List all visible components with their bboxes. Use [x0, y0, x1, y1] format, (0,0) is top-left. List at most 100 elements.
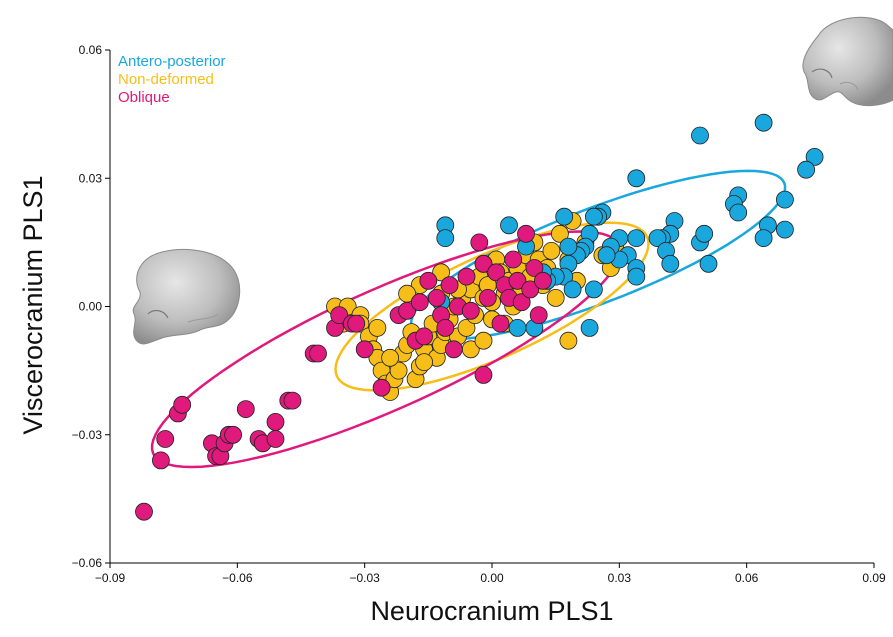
data-point — [648, 229, 667, 248]
data-point — [559, 237, 578, 256]
data-point — [436, 318, 455, 337]
data-point — [309, 344, 327, 363]
data-point — [415, 353, 434, 372]
data-point — [444, 340, 463, 359]
data-point — [457, 318, 476, 337]
data-point — [661, 254, 680, 273]
data-point — [368, 318, 387, 337]
data-point — [691, 126, 709, 145]
data-point — [627, 267, 646, 286]
data-point — [627, 229, 646, 248]
data-point — [534, 271, 552, 290]
data-point — [440, 276, 459, 295]
data-point — [173, 395, 192, 414]
y-tick-label: −0.03 — [72, 428, 103, 442]
data-point — [410, 293, 429, 312]
data-point — [500, 216, 518, 235]
data-point — [389, 361, 408, 380]
y-tick-label: 0.03 — [79, 171, 103, 185]
data-point — [754, 113, 773, 132]
x-tick-label: 0.03 — [608, 571, 632, 585]
x-tick-label: 0.09 — [862, 571, 886, 585]
data-point — [415, 327, 434, 346]
data-point — [330, 306, 349, 325]
data-point — [504, 250, 523, 269]
y-axis-ticks: −0.06 −0.03 0.00 0.03 0.06 — [72, 43, 110, 570]
data-point — [555, 207, 574, 226]
y-tick-label: 0.00 — [79, 300, 103, 314]
data-point — [580, 318, 599, 337]
data-point — [266, 430, 285, 448]
data-point — [156, 430, 175, 448]
data-point — [419, 271, 438, 290]
data-point — [474, 331, 493, 350]
data-point — [436, 229, 455, 248]
data-point — [135, 502, 153, 521]
skull-illustration-right — [802, 16, 893, 107]
x-tick-label: −0.09 — [95, 571, 126, 585]
data-point — [776, 190, 794, 209]
data-point — [508, 318, 527, 337]
data-point — [508, 271, 527, 290]
x-tick-label: −0.06 — [222, 571, 253, 585]
data-point — [729, 203, 748, 222]
y-tick-label: −0.06 — [72, 556, 103, 570]
plot-area — [135, 113, 824, 521]
x-axis-ticks: −0.09 −0.06 −0.03 0.00 0.03 0.06 0.09 — [95, 563, 886, 585]
data-point — [585, 280, 603, 299]
data-point — [478, 288, 497, 307]
data-point — [512, 293, 531, 312]
data-point — [381, 348, 400, 367]
data-point — [597, 246, 616, 265]
data-point — [585, 207, 603, 226]
data-point — [546, 288, 565, 307]
data-point — [491, 314, 510, 333]
data-point — [525, 259, 544, 277]
x-tick-label: 0.06 — [735, 571, 759, 585]
data-point — [563, 280, 582, 299]
legend-entry: Antero-posterior — [118, 53, 226, 70]
data-point — [355, 340, 374, 359]
data-point — [474, 254, 493, 273]
data-point — [457, 267, 476, 286]
data-point — [474, 365, 493, 384]
data-point — [347, 314, 366, 333]
data-point — [151, 451, 170, 470]
data-point — [695, 224, 714, 243]
y-axis-title: Viscerocranium PLS1 — [18, 175, 48, 434]
data-point — [470, 233, 489, 252]
data-point — [266, 412, 285, 431]
data-point — [432, 263, 451, 282]
data-point — [521, 280, 540, 299]
data-point — [224, 425, 243, 444]
data-point — [461, 301, 480, 320]
data-point — [487, 263, 506, 282]
data-point — [529, 306, 548, 325]
data-point — [372, 378, 391, 397]
skull-illustration-left — [132, 248, 241, 345]
data-point — [427, 288, 446, 307]
legend-entry: Non-deformed — [118, 71, 214, 88]
y-tick-label: 0.06 — [79, 43, 103, 57]
data-point — [627, 169, 646, 188]
data-point — [776, 220, 794, 239]
data-point — [805, 147, 824, 166]
legend-entry: Oblique — [118, 89, 170, 106]
x-tick-label: −0.03 — [349, 571, 380, 585]
data-point — [559, 331, 578, 350]
data-point — [283, 391, 302, 410]
x-tick-label: 0.00 — [480, 571, 504, 585]
data-points — [135, 113, 824, 521]
data-point — [754, 229, 773, 248]
data-point — [542, 241, 561, 260]
data-point — [236, 400, 255, 419]
data-point — [699, 254, 718, 273]
data-point — [551, 224, 569, 243]
data-point — [797, 160, 815, 179]
data-point — [398, 301, 417, 320]
data-point — [517, 224, 535, 243]
x-axis-title: Neurocranium PLS1 — [370, 596, 613, 626]
